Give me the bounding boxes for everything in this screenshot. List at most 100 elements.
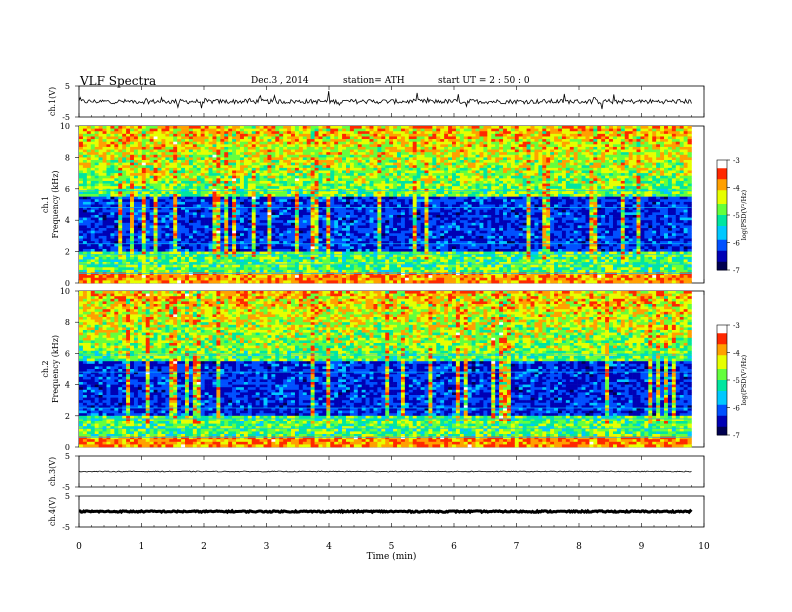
spectrogram-cell <box>79 152 83 155</box>
spectrogram-cell <box>122 257 126 260</box>
spectrogram-cell <box>244 231 248 234</box>
spectrogram-cell <box>181 228 185 231</box>
spectrogram-cell <box>118 275 122 278</box>
spectrogram-cell <box>130 233 134 236</box>
spectrogram-cell <box>146 181 150 184</box>
spectrogram-cell <box>169 139 173 142</box>
spectrogram-cell <box>126 246 130 249</box>
spectrogram-cell <box>126 218 130 221</box>
spectrogram-cell <box>134 259 138 262</box>
spectrogram-cell <box>173 252 177 255</box>
spectrogram-cell <box>193 278 197 281</box>
spectrogram-cell <box>110 186 114 189</box>
spectrogram-cell <box>87 267 91 270</box>
spectrogram-cell <box>181 212 185 215</box>
spectrogram-cell <box>240 142 244 145</box>
spectrogram-cell <box>169 225 173 228</box>
spectrogram-cell <box>91 223 95 226</box>
spectrogram-cell <box>99 129 103 132</box>
spectrogram-cell <box>220 170 224 173</box>
spectrogram-cell <box>169 165 173 168</box>
spectrogram-cell <box>158 267 162 270</box>
spectrogram-cell <box>165 144 169 147</box>
spectrogram-cell <box>209 173 213 176</box>
spectrogram-cell <box>103 273 107 276</box>
spectrogram-cell <box>240 168 244 171</box>
spectrogram-cell <box>240 275 244 278</box>
spectrogram-cell <box>224 168 228 171</box>
spectrogram-cell <box>236 126 240 129</box>
spectrogram-cell <box>244 184 248 187</box>
spectrogram-cell <box>161 150 165 153</box>
spectrogram-cell <box>110 176 114 179</box>
spectrogram-cell <box>146 157 150 160</box>
spectrogram-cell <box>189 265 193 268</box>
spectrogram-cell <box>248 186 252 189</box>
spectrogram-cell <box>248 223 252 226</box>
spectrogram-cell <box>224 186 228 189</box>
spectrogram-cell <box>91 170 95 173</box>
spectrogram-cell <box>114 142 118 145</box>
spectrogram-cell <box>240 165 244 168</box>
spectrogram-cell <box>95 142 99 145</box>
spectrogram-cell <box>110 249 114 252</box>
spectrogram-cell <box>256 147 260 150</box>
spectrogram-cell <box>252 259 256 262</box>
spectrogram-cell <box>256 194 260 197</box>
spectrogram-cell <box>110 163 114 166</box>
spectrogram-cell <box>134 244 138 247</box>
spectrogram-cell <box>252 150 256 153</box>
spectrogram-cell <box>126 160 130 163</box>
spectrogram-cell <box>197 144 201 147</box>
spectrogram-cell <box>209 150 213 153</box>
spectrogram-cell <box>142 191 146 194</box>
spectrogram-cell <box>228 273 232 276</box>
spectrogram-cell <box>220 249 224 252</box>
spectrogram-cell <box>228 173 232 176</box>
spectrogram-cell <box>138 270 142 273</box>
spectrogram-cell <box>205 215 209 218</box>
spectrogram-cell <box>165 129 169 132</box>
spectrogram-cell <box>244 220 248 223</box>
spectrogram-cell <box>165 239 169 242</box>
spectrogram-cell <box>103 168 107 171</box>
spectrogram-cell <box>173 136 177 139</box>
spectrogram-cell <box>177 233 181 236</box>
spectrogram-cell <box>130 275 134 278</box>
spectrogram-cell <box>158 223 162 226</box>
spectrogram-cell <box>146 205 150 208</box>
spectrogram-cell <box>244 194 248 197</box>
spectrogram-cell <box>224 233 228 236</box>
spectrogram-cell <box>224 236 228 239</box>
spectrogram-cell <box>130 236 134 239</box>
spectrogram-cell <box>122 210 126 213</box>
spectrogram-cell <box>114 233 118 236</box>
spectrogram-cell <box>161 273 165 276</box>
spectrogram-cell <box>169 199 173 202</box>
spectrogram-cell <box>252 144 256 147</box>
spectrogram-cell <box>99 126 103 129</box>
spectrogram-cell <box>161 142 165 145</box>
spectrogram-cell <box>201 131 205 134</box>
spectrogram-cell <box>201 252 205 255</box>
spectrogram-cell <box>99 220 103 223</box>
spectrogram-cell <box>220 131 224 134</box>
spectrogram-cell <box>181 134 185 137</box>
spectrogram-cell <box>106 273 110 276</box>
spectrogram-cell <box>118 220 122 223</box>
spectrogram-cell <box>209 144 213 147</box>
spectrogram-cell <box>197 199 201 202</box>
spectrogram-cell <box>138 246 142 249</box>
spectrogram-cell <box>79 252 83 255</box>
spectrogram-cell <box>142 178 146 181</box>
spectrogram-cell <box>209 155 213 158</box>
spectrogram-cell <box>232 220 236 223</box>
spectrogram-cell <box>216 165 220 168</box>
spectrogram-cell <box>220 163 224 166</box>
spectrogram-cell <box>118 215 122 218</box>
spectrogram-cell <box>193 228 197 231</box>
spectrogram-cell <box>79 278 83 281</box>
spectrogram-cell <box>134 278 138 281</box>
spectrogram-cell <box>110 157 114 160</box>
spectrogram-cell <box>212 181 216 184</box>
